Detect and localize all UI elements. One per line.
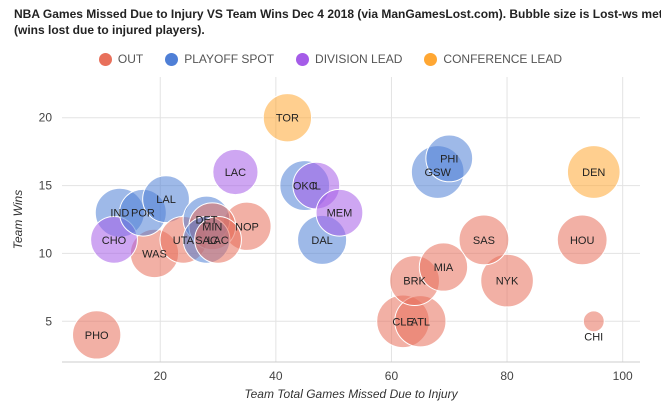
bubble-label-cho-1: CHO — [102, 235, 127, 247]
bubble-label-tor-13: TOR — [276, 113, 299, 125]
bubble-label-lac-10: LAC — [207, 235, 228, 247]
legend-label-playoff-spot: PLAYOFF SPOT — [184, 52, 275, 66]
bubble-label-den-20: DEN — [582, 167, 605, 179]
legend-label-conference-lead: CONFERENCE LEAD — [443, 52, 563, 66]
legend-item-out[interactable]: OUT — [98, 52, 144, 66]
y-tick-label-15: 15 — [39, 179, 53, 193]
bubble-label-was-5: WAS — [142, 248, 167, 260]
bubble-label-mia-23: MIA — [434, 262, 454, 274]
y-tick-label-5: 5 — [45, 314, 52, 328]
bubble-label-lal-4: LAL — [156, 194, 176, 206]
bubble-label-nyk-25: NYK — [496, 276, 519, 288]
bubble-label-chi-28: CHI — [584, 331, 603, 343]
legend-swatch-division-lead — [296, 52, 310, 66]
bubble-lac-10[interactable] — [194, 215, 242, 264]
bubble-label-nop-11: NOP — [235, 221, 259, 233]
axis-layer: 5 10 15 20 20 40 60 80 100 Team Total Games Misse… — [11, 111, 640, 401]
chart-title-line-2: (wins lost due to injured players). — [14, 23, 205, 37]
legend-swatch-playoff-spot — [165, 52, 179, 66]
bubble-label-atl-27: ATL — [411, 316, 430, 328]
bubble-label-dal-17: DAL — [311, 235, 332, 247]
y-tick-label-20: 20 — [39, 111, 53, 125]
bubble-label-phi-18: PHI — [440, 153, 458, 165]
chart-title-line-1: NBA Games Missed Due to Injury VS Team W… — [14, 7, 661, 21]
y-tick-label-10: 10 — [39, 246, 53, 260]
bubble-label-il-15: IL — [312, 181, 321, 193]
bubble-den-20[interactable] — [566, 145, 621, 199]
legend-item-playoff-spot[interactable]: PLAYOFF SPOT — [165, 52, 274, 66]
bubble-lal-4[interactable] — [142, 175, 190, 224]
bubble-label-pho-0: PHO — [85, 330, 109, 342]
bubble-tor-13[interactable] — [262, 93, 313, 143]
bubble-label-okc-14: OKC — [293, 181, 317, 193]
x-tick-label-100: 100 — [613, 369, 633, 383]
x-tick-label-40: 40 — [269, 369, 283, 383]
bubble-label-gsw-19: GSW — [425, 167, 452, 179]
chart-title: NBA Games Missed Due to Injury VS Team W… — [14, 6, 661, 38]
bubble-label-min-8: MIN — [202, 221, 222, 233]
bubble-nyk-25[interactable] — [480, 253, 534, 308]
legend-item-conference-lead[interactable]: CONFERENCE LEAD — [424, 52, 562, 66]
bubble-label-hou-22: HOU — [570, 235, 595, 247]
bubble-label-cle-26: CLE — [392, 316, 413, 328]
bubble-mia-23[interactable] — [418, 242, 469, 292]
bubble-label-por-3: POR — [131, 208, 155, 220]
legend-swatch-conference-lead — [424, 52, 438, 66]
bubble-hou-22[interactable] — [556, 214, 608, 266]
bubble-layer — [72, 93, 621, 360]
x-tick-label-60: 60 — [385, 369, 399, 383]
bubble-chi-28[interactable] — [582, 310, 605, 333]
legend-swatch-out — [98, 52, 112, 66]
x-axis-title: Team Total Games Missed Due to Injury — [244, 387, 458, 401]
bubble-label-sac-9: SAC — [195, 235, 218, 247]
bubble-mem-16[interactable] — [315, 188, 364, 237]
legend: OUT PLAYOFF SPOT DIVISION LEAD CONFERENC… — [0, 52, 661, 66]
y-axis-title: Team Wins — [11, 190, 25, 249]
bubble-label-brk-24: BRK — [403, 276, 426, 288]
bubble-pho-0[interactable] — [72, 310, 122, 360]
bubble-label-sas-21: SAS — [473, 235, 495, 247]
x-tick-label-20: 20 — [154, 369, 168, 383]
x-tick-label-80: 80 — [500, 369, 514, 383]
bubble-label-uta-6: UTA — [173, 235, 195, 247]
bubble-label-lac-12: LAC — [225, 167, 246, 179]
legend-label-division-lead: DIVISION LEAD — [315, 52, 403, 66]
bubble-label-det-7: DET — [196, 215, 218, 227]
bubble-phi-18[interactable] — [425, 134, 474, 183]
bubble-sas-21[interactable] — [458, 214, 510, 266]
bubble-label-mem-16: MEM — [327, 208, 353, 220]
legend-item-division-lead[interactable]: DIVISION LEAD — [296, 52, 402, 66]
bubble-lac-12[interactable] — [212, 148, 259, 196]
legend-label-out: OUT — [117, 52, 144, 66]
bubble-label-ind-2: IND — [110, 208, 129, 220]
